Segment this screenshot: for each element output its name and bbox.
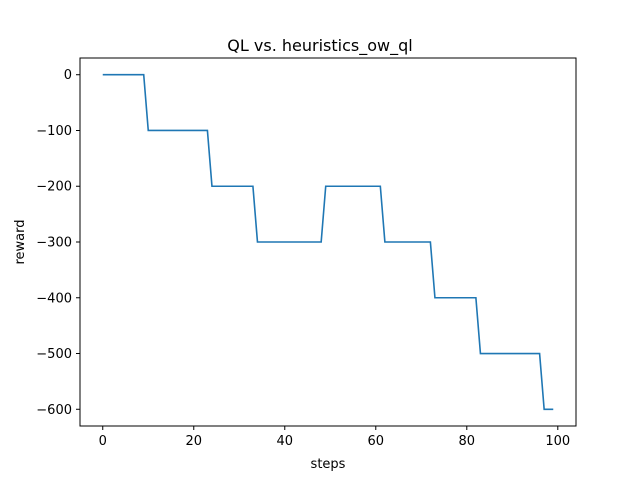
y-tick-label: −300 — [36, 236, 72, 251]
x-tick-label: 40 — [276, 434, 293, 449]
x-tick-label: 60 — [368, 434, 385, 449]
y-axis: 0 −100 −200 −300 −400 −500 −600 — [36, 68, 80, 418]
y-tick-label: −200 — [36, 180, 72, 195]
y-tick-label: −400 — [36, 291, 72, 306]
x-tick-label: 100 — [545, 434, 570, 449]
plot-area — [79, 57, 577, 427]
y-axis-label: reward — [13, 219, 28, 264]
x-tick-label: 0 — [99, 434, 107, 449]
x-axis: 0 20 40 60 80 100 — [99, 426, 570, 449]
y-tick-label: −100 — [36, 124, 72, 139]
chart-title: QL vs. heuristics_ow_ql — [227, 36, 412, 56]
y-tick-label: −600 — [36, 403, 72, 418]
y-tick-label: −500 — [36, 347, 72, 362]
y-tick-label: 0 — [64, 68, 72, 83]
x-tick-label: 80 — [459, 434, 476, 449]
x-tick-label: 20 — [185, 434, 202, 449]
reward-line — [102, 73, 554, 411]
x-axis-label: steps — [311, 457, 346, 472]
